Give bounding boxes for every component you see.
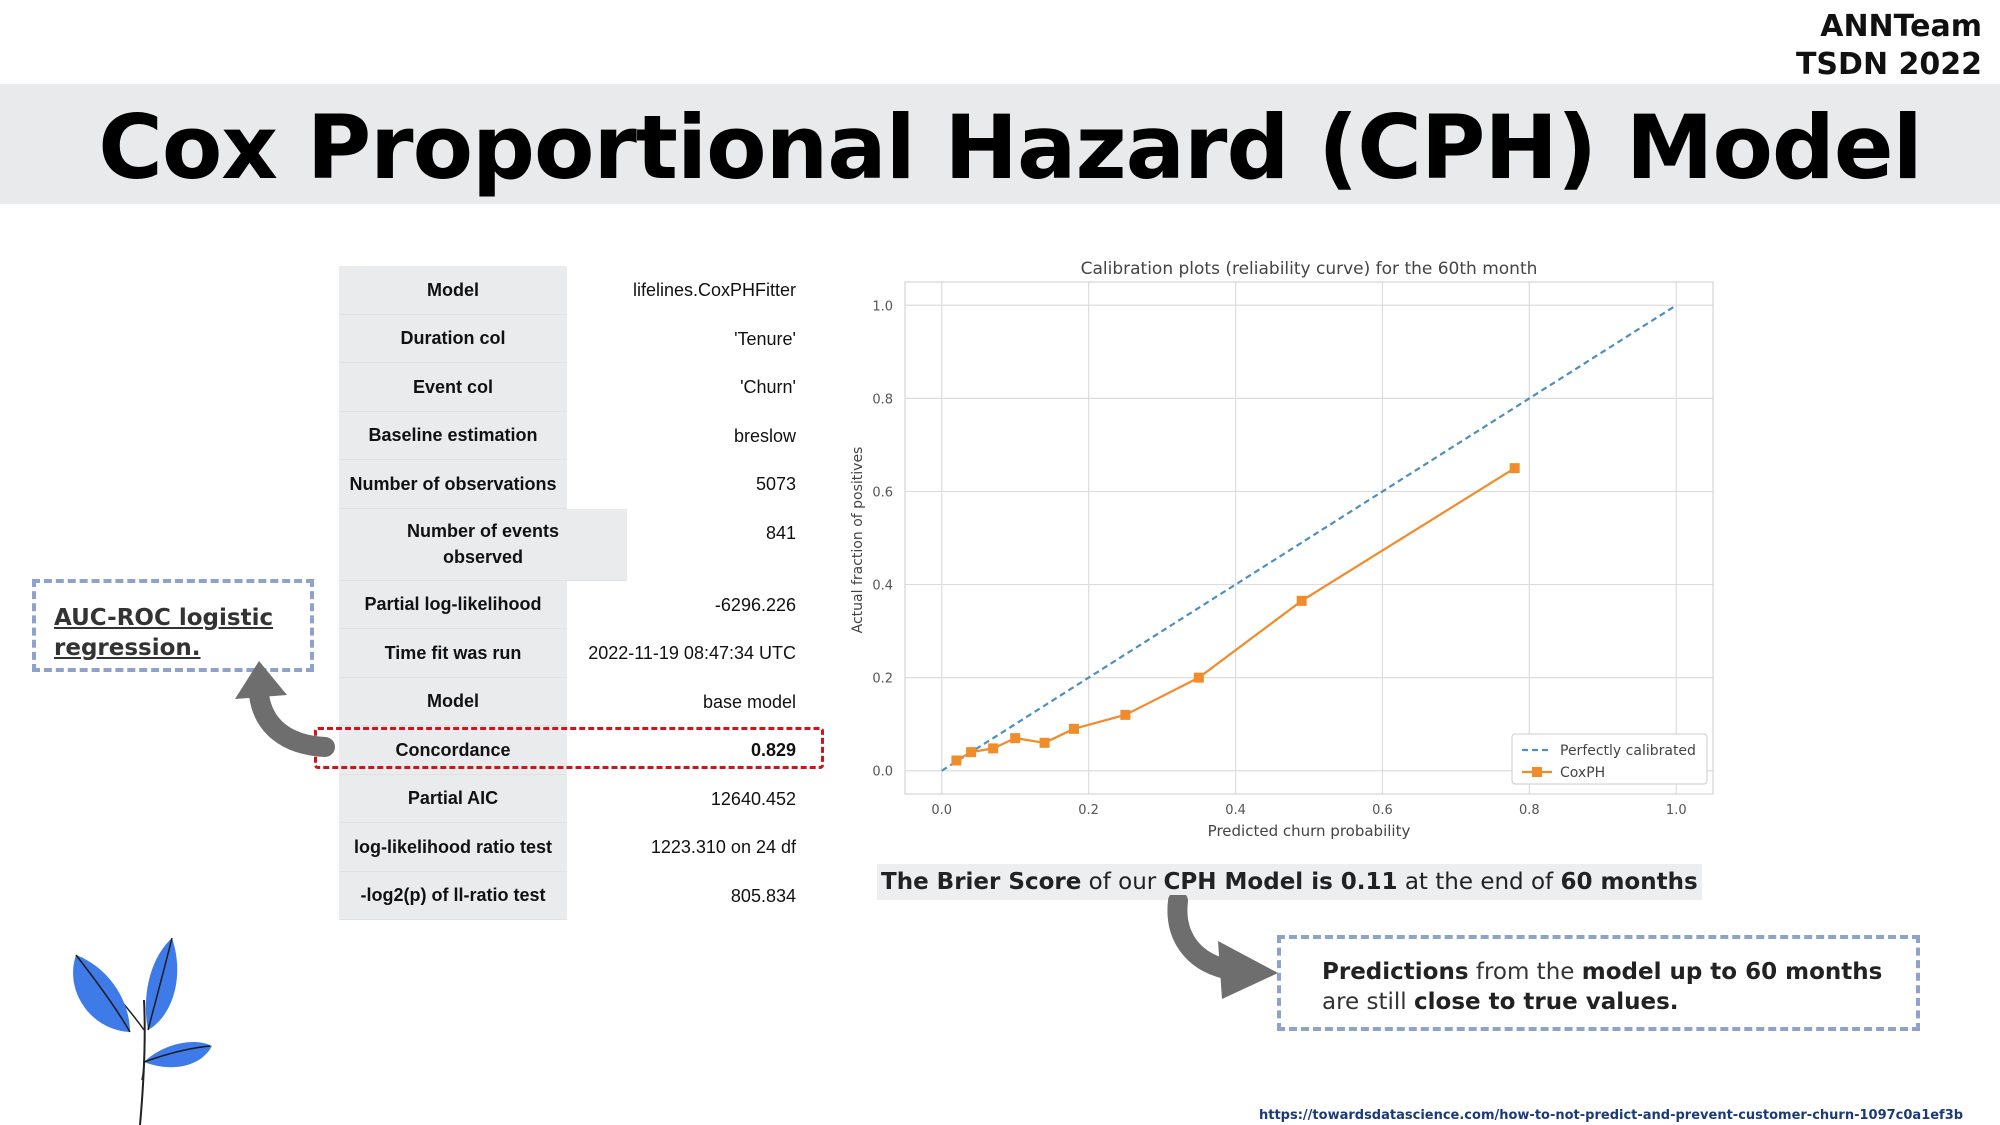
x-tick-label: 1.0 (1666, 803, 1687, 818)
table-row-key: Duration col (339, 314, 567, 363)
coxph-point (1193, 672, 1204, 683)
leaf-illustration-icon (73, 937, 212, 1125)
y-tick-label: 0.2 (872, 672, 893, 687)
table-row-value: 841 (765, 522, 796, 543)
table-row-key: Model (339, 677, 567, 726)
table-row: Model base model (339, 677, 801, 726)
chart-title: Calibration plots (reliability curve) fo… (1081, 259, 1538, 279)
legend-label-coxph: CoxPH (1560, 765, 1605, 781)
calibration-chart: Calibration plots (reliability curve) fo… (850, 259, 1714, 840)
table-row-key: Time fit was run (339, 629, 567, 678)
table-row-value: 805.834 (730, 885, 796, 906)
page-title: Cox Proportional Hazard (CPH) Model (98, 96, 1922, 199)
table-row-key: Event col (339, 363, 567, 412)
table-row-value: 1223.310 on 24 df (650, 837, 796, 857)
event-name: TSDN 2022 (1795, 47, 1982, 82)
table-row-value: 0.829 (750, 740, 796, 760)
table-row: log-likelihood ratio test 1223.310 on 24 … (339, 823, 801, 872)
y-axis-label: Actual fraction of positives (850, 447, 866, 634)
coxph-point (1509, 463, 1520, 474)
table-row-value: 'Churn' (740, 377, 796, 397)
series-line-perfectly-calibrated (941, 304, 1677, 772)
pred-part-3: model up to 60 months (1581, 959, 1883, 985)
table-row-value: 5073 (755, 474, 796, 494)
brier-part-4: is (1303, 869, 1341, 895)
brier-part-2: of our (1081, 869, 1164, 895)
brier-part-1: The Brier Score (881, 869, 1082, 895)
legend-box (1511, 733, 1708, 785)
table-row-key: -log2(p) of ll-ratio test (339, 871, 567, 920)
y-tick-label: 0.6 (872, 485, 893, 500)
pred-part-2: from the (1468, 959, 1582, 985)
curved-arrow-icon (235, 661, 335, 757)
prediction-callout-text: Predictions from the model up to 60 mont… (1322, 957, 1896, 1017)
coxph-point (1010, 733, 1021, 744)
table-row: Time fit was run 2022-11-19 08:47:34 UTC (339, 629, 801, 678)
coxph-point (951, 755, 962, 766)
pred-part-5: close to true values. (1414, 989, 1679, 1015)
table-row-value: -6296.226 (714, 594, 796, 615)
coxph-point (988, 743, 999, 754)
table-row-value: 'Tenure' (734, 328, 796, 349)
x-axis-label: Predicted churn probability (1208, 822, 1411, 840)
coxph-point (1296, 595, 1307, 606)
table-row: Number of observations 5073 (339, 460, 801, 509)
x-tick-label: 0.0 (931, 803, 952, 818)
table-row-value: breslow (733, 425, 796, 446)
table-row-key: Partial AIC (339, 774, 567, 823)
curved-arrow-icon (1167, 895, 1278, 999)
model-summary-table: Model lifelines.CoxPHFitter Duration col 'T… (339, 266, 801, 920)
auc-roc-callout-text: AUC-ROC logistic regression. (54, 605, 274, 661)
table-row: Baseline estimation breslow (339, 411, 801, 460)
x-tick-label: 0.4 (1225, 803, 1246, 818)
table-row: Duration col 'Tenure' (339, 314, 801, 363)
table-row-key: Number of observations (339, 460, 567, 509)
title-banner (0, 84, 2000, 204)
table-row: -log2(p) of ll-ratio test 805.834 (339, 871, 801, 920)
table-row-key: Number of events observed (339, 508, 627, 581)
brier-part-5: 0.11 (1340, 869, 1398, 895)
brier-score-statement: The Brier Score of our CPH Model is 0.11… (877, 864, 1702, 900)
table-row-value: base model (702, 691, 796, 712)
brier-part-7: 60 months (1560, 869, 1698, 895)
brier-part-6: at the end of (1397, 869, 1561, 895)
table-row-key: log-likelihood ratio test (339, 823, 567, 872)
concordance-highlight-box (314, 727, 824, 769)
x-tick-label: 0.8 (1519, 803, 1540, 818)
brier-part-3: CPH Model (1163, 869, 1304, 895)
coxph-point (1068, 723, 1079, 734)
x-tick-label: 0.2 (1078, 803, 1099, 818)
coxph-point (1120, 709, 1131, 720)
x-tick-label: 0.6 (1372, 803, 1393, 818)
pred-part-1: Predictions (1322, 959, 1469, 985)
y-tick-label: 0.0 (872, 765, 893, 780)
auc-roc-callout: AUC-ROC logistic regression. (32, 579, 314, 672)
pred-part-4: are still (1322, 989, 1414, 1015)
y-tick-label: 0.8 (872, 392, 893, 407)
y-tick-label: 1.0 (872, 299, 893, 314)
legend-label-perfect: Perfectly calibrated (1560, 743, 1696, 759)
legend-marker-coxph (1532, 767, 1542, 777)
table-row-value: 2022-11-19 08:47:34 UTC (588, 643, 796, 663)
team-name: ANNTeam (1820, 9, 1982, 44)
table-row-key: Model (339, 266, 567, 315)
table-row: Partial log-likelihood -6296.226 (339, 580, 801, 629)
table-row: Event col 'Churn' (339, 363, 801, 412)
coxph-point (1039, 737, 1050, 748)
table-row-key: Partial log-likelihood (339, 580, 567, 629)
table-row-value: 12640.452 (710, 788, 796, 809)
team-label: ANNTeam TSDN 2022 (1796, 8, 1982, 84)
source-link[interactable]: https://towardsdatascience.com/how-to-no… (1259, 1108, 1964, 1123)
prediction-callout: Predictions from the model up to 60 mont… (1277, 935, 1920, 1031)
table-row: Number of events observed 841 (339, 508, 801, 581)
table-row: Partial AIC 12640.452 (339, 774, 801, 823)
table-row: Model lifelines.CoxPHFitter (339, 266, 801, 315)
series-line-coxph (955, 467, 1516, 762)
table-row-key: Baseline estimation (339, 411, 567, 460)
coxph-point (966, 747, 977, 758)
y-tick-label: 0.4 (872, 579, 893, 594)
table-row-value: lifelines.CoxPHFitter (632, 280, 796, 300)
